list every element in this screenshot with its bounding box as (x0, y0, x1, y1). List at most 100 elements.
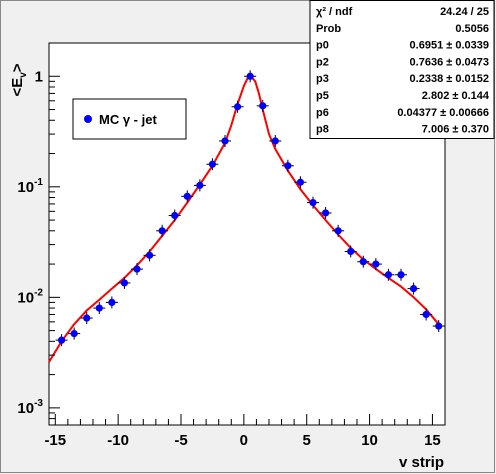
marker (259, 102, 267, 110)
data-point (206, 158, 219, 171)
data-point (382, 268, 395, 281)
legend: MC γ - jet (72, 98, 187, 140)
data-point (332, 224, 345, 237)
data-point (420, 308, 433, 321)
marker (70, 329, 78, 338)
stats-value: 2.802 ± 0.144 (422, 90, 490, 102)
y-tick-exponent: -2 (34, 287, 43, 298)
marker (120, 279, 129, 287)
x-tick-label: -5 (174, 432, 187, 449)
marker (221, 137, 229, 145)
y-axis-title-main: <E (9, 78, 26, 97)
marker (145, 251, 154, 259)
marker (95, 304, 103, 312)
data-point (143, 249, 156, 262)
y-tick-mantissa: 10 (17, 179, 34, 196)
marker (158, 227, 166, 235)
stats-value: 0.5056 (455, 23, 489, 35)
x-tick-label: -10 (107, 432, 129, 449)
stats-value: 0.7636 ± 0.0473 (410, 56, 489, 68)
data-point (118, 276, 131, 289)
marker (284, 162, 292, 170)
marker (108, 298, 116, 307)
stats-value: 24.24 / 25 (440, 6, 489, 18)
y-axis-title-sub: v (18, 72, 29, 78)
y-tick-mantissa: 10 (17, 289, 34, 306)
legend-label: MC γ - jet (99, 112, 157, 127)
data-point (168, 209, 181, 222)
marker (83, 314, 91, 322)
stats-box-frame (309, 0, 495, 139)
data-point (395, 268, 407, 281)
data-point (181, 190, 194, 203)
y-tick-label: 10-3 (17, 398, 43, 417)
marker (321, 209, 330, 217)
y-tick-label: 10-1 (17, 177, 43, 196)
data-point (319, 206, 332, 219)
stats-label: Prob (316, 23, 341, 35)
stats-value: 7.006 ± 0.370 (422, 124, 489, 136)
marker (208, 160, 217, 168)
data-point (256, 99, 269, 112)
y-axis-title: <Ev> (9, 63, 29, 96)
data-point (307, 196, 319, 209)
marker (183, 192, 191, 200)
stats-label: p3 (316, 73, 329, 85)
x-axis-title: v strip (399, 454, 444, 471)
marker (133, 265, 141, 273)
data-point (344, 245, 357, 258)
y-tick-mantissa: 1 (35, 68, 43, 85)
data-point (281, 159, 294, 172)
x-tick-label: 15 (424, 432, 441, 449)
marker (422, 310, 430, 319)
y-tick-exponent: -3 (34, 398, 43, 409)
points-layer (55, 70, 445, 347)
x-tick-label: 0 (240, 432, 248, 449)
y-axis-title-text: <Ev> (9, 63, 29, 96)
y-tick-label: 10-2 (17, 287, 43, 306)
stats-label: p8 (316, 124, 329, 136)
data-point (244, 70, 257, 83)
marker (233, 103, 242, 111)
data-point (193, 179, 206, 192)
data-point (219, 134, 231, 147)
data-point (93, 302, 106, 315)
stats-value: 0.04377 ± 0.00666 (397, 107, 489, 119)
marker (384, 271, 393, 279)
marker (409, 284, 418, 293)
data-point (407, 282, 420, 295)
data-point (68, 327, 81, 340)
data-point (105, 296, 118, 309)
data-point (231, 100, 244, 113)
data-point (269, 134, 282, 147)
stats-label: p2 (316, 56, 329, 68)
marker (171, 211, 179, 220)
stats-label: p6 (316, 107, 329, 119)
data-point (156, 224, 169, 237)
stats-label: p5 (316, 90, 329, 102)
marker (372, 260, 380, 268)
marker (397, 271, 405, 279)
data-point (369, 258, 382, 271)
marker (334, 227, 342, 235)
marker (347, 247, 355, 256)
data-point (80, 312, 93, 325)
y-tick-label: 1 (35, 68, 43, 85)
marker (57, 336, 66, 344)
marker (296, 178, 305, 186)
marker (271, 137, 279, 145)
marker (196, 181, 204, 189)
data-point (55, 334, 68, 347)
marker (246, 72, 254, 80)
data-point (432, 320, 445, 333)
data-point (357, 255, 370, 268)
marker (309, 198, 317, 207)
data-point (131, 263, 143, 276)
marker (435, 322, 443, 330)
y-tick-exponent: -1 (34, 177, 43, 188)
stats-label: p0 (316, 40, 329, 52)
